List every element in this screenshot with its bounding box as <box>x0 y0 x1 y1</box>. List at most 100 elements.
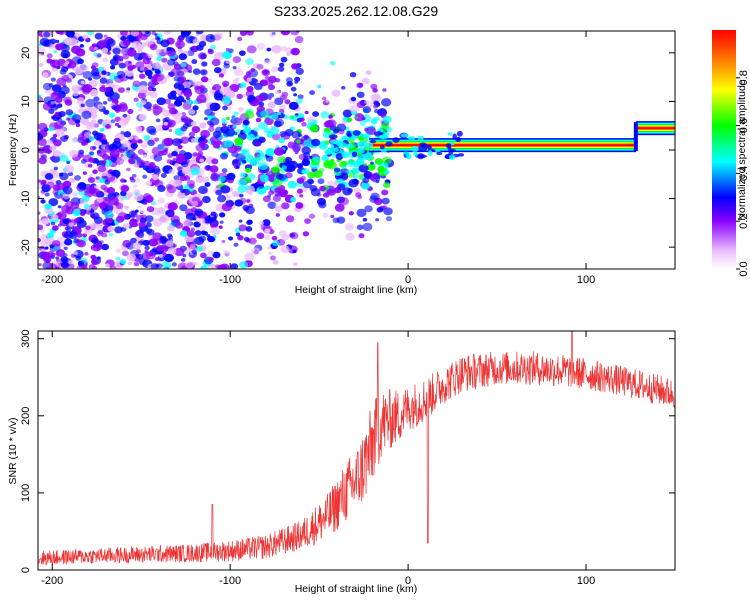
spectrogram-ridge-blob <box>448 154 456 160</box>
spectrogram-noise-blob <box>142 174 148 179</box>
spectrogram-noise-blob <box>290 31 300 36</box>
spectrogram-noise-blob <box>179 204 188 212</box>
spectrogram-ridge-blob <box>344 143 355 149</box>
spectrogram-noise-blob <box>118 87 125 93</box>
spectrogram-noise-blob <box>119 31 128 36</box>
spectrogram-noise-blob <box>281 165 287 170</box>
spectrogram-noise-blob <box>114 108 121 113</box>
spectrogram-noise-blob <box>225 90 236 99</box>
spectrogram-noise-blob <box>137 232 145 239</box>
spectrogram-noise-blob <box>82 84 93 93</box>
spectrogram-noise-blob <box>200 76 209 83</box>
spectrogram-noise-blob <box>295 98 303 104</box>
spectrogram-noise-blob <box>292 146 301 153</box>
spectrogram-noise-blob <box>133 193 144 202</box>
spectrogram-noise-blob <box>110 119 116 124</box>
spectrogram-noise-blob <box>145 31 150 35</box>
spectrogram-noise-blob <box>199 122 207 129</box>
spectrogram-noise-blob <box>135 192 139 196</box>
spectrogram-noise-blob <box>55 31 62 34</box>
spectrogram-noise-blob <box>342 109 353 118</box>
spectrogram-xtick-label: -100 <box>219 274 241 286</box>
spectrogram-noise-blob <box>123 205 129 210</box>
spectrogram-noise-blob <box>53 50 57 54</box>
spectrogram-noise-blob <box>74 175 81 181</box>
spectrogram-noise-blob <box>186 100 193 105</box>
spectrogram-ridge-blob <box>419 142 427 147</box>
spectrogram-noise-blob <box>154 137 160 142</box>
spectrogram-noise-blob <box>218 212 226 218</box>
spectrogram-noise-blob <box>65 206 75 215</box>
spectrogram-noise-blob <box>374 158 383 165</box>
spectrogram-noise-blob <box>38 211 41 215</box>
spectrogram-noise-blob <box>219 225 223 230</box>
spectrogram-noise-blob <box>289 231 299 240</box>
spectrogram-noise-blob <box>173 175 180 181</box>
spectrogram-noise-blob <box>255 141 262 147</box>
spectrogram-noise-blob <box>136 159 146 167</box>
spectrogram-noise-blob <box>48 139 53 144</box>
spectrogram-noise-blob <box>79 211 86 216</box>
spectrogram-noise-blob <box>120 190 127 197</box>
spectrogram-noise-blob <box>320 111 330 119</box>
spectrogram-noise-blob <box>253 127 259 132</box>
spectrogram-noise-blob <box>38 138 47 146</box>
spectrogram-noise-blob <box>260 110 269 118</box>
spectrogram-noise-blob <box>293 93 297 97</box>
spectrogram-ridge-blob <box>413 151 419 157</box>
spectrogram-ridge-band <box>368 144 636 147</box>
spectrogram-noise-blob <box>56 77 67 86</box>
spectrogram-noise-blob <box>227 124 233 129</box>
spectrogram-noise-blob <box>166 185 177 194</box>
spectrogram-noise-blob <box>192 152 198 157</box>
spectrogram-noise-blob <box>242 159 247 164</box>
spectrogram-noise-blob <box>212 86 216 90</box>
spectrogram-noise-blob <box>78 63 88 72</box>
spectrogram-noise-blob <box>238 219 243 223</box>
spectrogram-noise-blob <box>213 291 219 296</box>
spectrogram-noise-blob <box>163 121 169 126</box>
spectrogram-noise-blob <box>245 71 252 76</box>
spectrogram-noise-blob <box>235 232 241 237</box>
spectrogram-noise-blob <box>373 104 379 109</box>
spectrogram-noise-blob <box>192 38 200 45</box>
spectrogram-noise-blob <box>333 128 340 134</box>
spectrogram-noise-blob <box>274 118 285 127</box>
spectrogram-noise-blob <box>317 84 322 89</box>
spectrogram-noise-blob <box>382 156 392 165</box>
spectrogram-noise-blob <box>137 85 149 94</box>
spectrogram-noise-blob <box>199 158 205 163</box>
spectrogram-noise-blob <box>274 97 284 106</box>
spectrogram-noise-blob <box>234 145 242 152</box>
spectrogram-noise-blob <box>40 179 47 185</box>
spectrogram-noise-blob <box>294 80 299 84</box>
spectrogram-noise-blob <box>155 48 162 54</box>
spectrogram-noise-blob <box>364 205 373 213</box>
spectrogram-noise-blob <box>194 85 200 91</box>
spectrogram-noise-blob <box>87 31 95 36</box>
spectrogram-noise-blob <box>50 104 59 111</box>
spectrogram-noise-blob <box>120 131 125 135</box>
spectrogram-noise-blob <box>93 216 103 224</box>
spectrogram-noise-blob <box>192 105 199 111</box>
spectrogram-noise-blob <box>104 211 114 219</box>
spectrogram-noise-blob <box>336 216 346 224</box>
spectrogram-noise-blob <box>256 186 267 195</box>
spectrogram-noise-blob <box>181 167 191 175</box>
spectrogram-noise-blob <box>243 236 250 242</box>
spectrogram-noise-blob <box>354 115 359 119</box>
spectrogram-noise-blob <box>153 202 157 206</box>
spectrogram-noise-blob <box>89 107 98 115</box>
spectrogram-noise-blob <box>122 222 130 229</box>
spectrogram-noise-blob <box>196 246 203 252</box>
spectrogram-noise-blob <box>114 60 121 66</box>
spectrogram-noise-blob <box>232 159 239 165</box>
spectrogram-noise-blob <box>89 213 96 218</box>
spectrogram-noise-blob <box>237 235 244 241</box>
spectrogram-noise-blob <box>77 260 85 267</box>
spectrogram-noise-blob <box>157 144 164 150</box>
spectrogram-noise-blob <box>102 57 109 63</box>
snr-ytick-label: 0 <box>20 567 32 573</box>
spectrogram-noise-blob <box>85 225 91 231</box>
spectrogram-noise-blob <box>137 56 142 60</box>
